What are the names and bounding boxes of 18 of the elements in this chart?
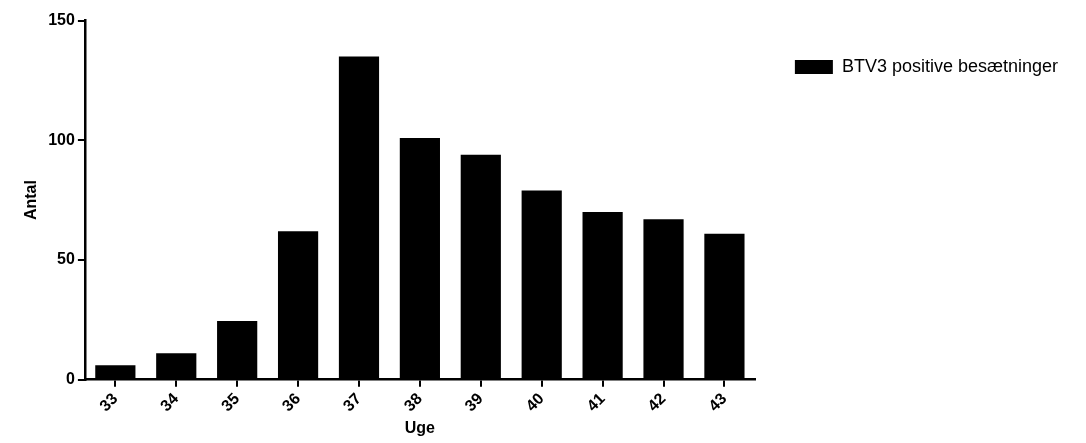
x-tick-label: 33	[95, 389, 121, 415]
x-tick-label: 41	[583, 389, 608, 415]
x-tick-label: 40	[522, 389, 548, 415]
x-tick-label: 43	[705, 389, 730, 415]
x-tick-label: 37	[339, 389, 365, 415]
y-axis-title: Antal	[22, 180, 40, 221]
x-tick-label: 34	[156, 389, 182, 415]
y-tick-label: 100	[48, 130, 75, 148]
x-tick-label: 39	[461, 389, 487, 415]
x-tick-label: 38	[400, 389, 426, 415]
x-tick-label: 35	[217, 389, 243, 415]
x-tick-label: 42	[644, 389, 669, 415]
x-tick-label: 36	[278, 389, 304, 415]
y-tick-label: 50	[57, 250, 75, 268]
y-tick-label: 150	[48, 11, 75, 29]
x-axis-title: Uge	[404, 418, 436, 436]
legend-label: BTV3 positive besætninger	[841, 55, 1059, 76]
y-tick-label: 0	[65, 370, 75, 388]
